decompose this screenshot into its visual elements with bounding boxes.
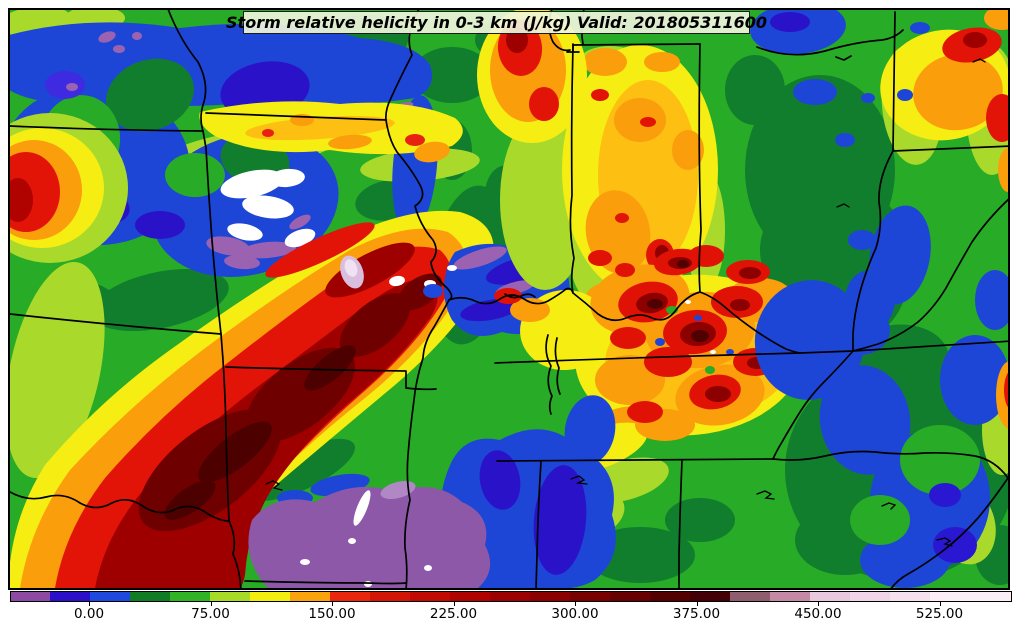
colorbar-segment xyxy=(610,592,650,601)
border-westvirginia-kentucky xyxy=(852,247,877,352)
station-glyphs xyxy=(265,58,986,547)
colorbar-segment xyxy=(770,592,810,601)
border-westvirginia-virginia xyxy=(852,197,1009,352)
colorbar-segment xyxy=(11,592,50,601)
colorbar-segment xyxy=(690,592,730,601)
colorbar-segment xyxy=(450,592,490,601)
colorbar-tick-mark xyxy=(89,602,90,606)
border-missouri-river xyxy=(167,9,207,149)
border-ohio-westvirginia xyxy=(875,150,894,249)
border-iowa-missouri xyxy=(205,112,387,121)
tennessee-river-kentucky-lake xyxy=(504,293,561,415)
lake-erie-shore xyxy=(756,29,904,61)
purple-minimum-region xyxy=(248,480,491,588)
border-oklahoma-arkansas xyxy=(220,333,230,522)
colorbar-segment xyxy=(130,592,170,601)
colorbar-tick-label: 300.00 xyxy=(551,606,599,622)
map-title-box: Storm relative helicity in 0-3 km (J/kg)… xyxy=(226,11,767,34)
colorbar-segment xyxy=(90,592,130,601)
border-texas-arkansas xyxy=(228,520,242,589)
colorbar-segment xyxy=(810,592,850,601)
red-maximum-far-left xyxy=(9,113,128,263)
colorbar-segment xyxy=(370,592,410,601)
colorbar-tick-label: 450.00 xyxy=(794,606,842,622)
colorbar-segment xyxy=(410,592,450,601)
colorbar-segment xyxy=(50,592,90,601)
border-redriver-texas-oklahoma xyxy=(9,491,230,522)
colorbar-segment xyxy=(250,592,290,601)
colorbar-segment xyxy=(210,592,250,601)
colorbar-tick-label: 225.00 xyxy=(429,606,478,622)
blue-region-east xyxy=(750,9,1009,588)
colorbar-tick-mark xyxy=(696,602,698,606)
border-missouri-arkansas xyxy=(225,366,437,391)
white-patches-confluence xyxy=(206,168,320,270)
border-illinois-indiana xyxy=(569,44,575,294)
border-northcarolina-southcarolina xyxy=(772,450,1009,479)
state-borders xyxy=(9,9,1009,589)
colorbar-tick-mark xyxy=(332,602,333,606)
colorbar-segment xyxy=(930,592,1011,601)
colorbar-tick-label: 75.00 xyxy=(191,606,230,622)
colorbar-segment xyxy=(170,592,210,601)
colorbar-tick-label: 375.00 xyxy=(672,606,721,622)
colorbar-segment xyxy=(890,592,930,601)
border-tennessee-virginia xyxy=(852,340,1009,352)
border-ohio-river xyxy=(448,287,801,354)
colorbar-segment xyxy=(570,592,610,601)
map-frame xyxy=(8,8,1010,590)
border-tennessee-northcarolina xyxy=(772,350,854,460)
colorbar-segment xyxy=(330,592,370,601)
border-ohio-pennsylvania xyxy=(892,11,896,152)
colorbar-tick-label: 0.00 xyxy=(73,606,105,622)
colorbar-tick-mark xyxy=(210,602,212,606)
border-georgia-southcarolina xyxy=(889,477,1009,589)
border-kansas-missouri xyxy=(205,147,222,335)
colorbar-tick-mark xyxy=(818,602,819,606)
border-mississippi-alabama xyxy=(535,460,542,589)
colorbar-tick-mark xyxy=(575,602,576,606)
colorbar-segment xyxy=(290,592,330,601)
colorbar-tick-mark xyxy=(453,602,455,606)
colorbar-segment xyxy=(850,592,890,601)
border-tennessee-south xyxy=(496,458,774,462)
border-alabama-georgia xyxy=(678,459,683,589)
border-arkansas-louisiana xyxy=(244,580,407,585)
colorbar-tick-mark xyxy=(939,602,941,606)
primary-helicity-maximum-swath xyxy=(9,210,494,589)
border-nebraska-kansas xyxy=(9,125,204,132)
colorbar-segment xyxy=(490,592,530,601)
colorbar-segment xyxy=(530,592,570,601)
colorbar-segment xyxy=(730,592,770,601)
colorbar xyxy=(10,591,1012,602)
border-indiana-ohio xyxy=(698,43,702,293)
border-kansas-oklahoma xyxy=(9,313,222,335)
colorbar-tick-label: 525.00 xyxy=(915,606,964,622)
warm-region-northeast xyxy=(861,9,1009,192)
border-kentucky-tennessee xyxy=(494,350,854,364)
colorbar-tick-label: 150.00 xyxy=(308,606,356,622)
map-title: Storm relative helicity in 0-3 km (J/kg)… xyxy=(226,13,767,32)
border-mississippi-river-south xyxy=(404,299,450,589)
border-mississippi-river-north xyxy=(385,9,453,301)
border-pennsylvania-maryland xyxy=(892,145,1009,152)
border-indiana-north xyxy=(572,43,701,46)
colorbar-segment xyxy=(650,592,690,601)
